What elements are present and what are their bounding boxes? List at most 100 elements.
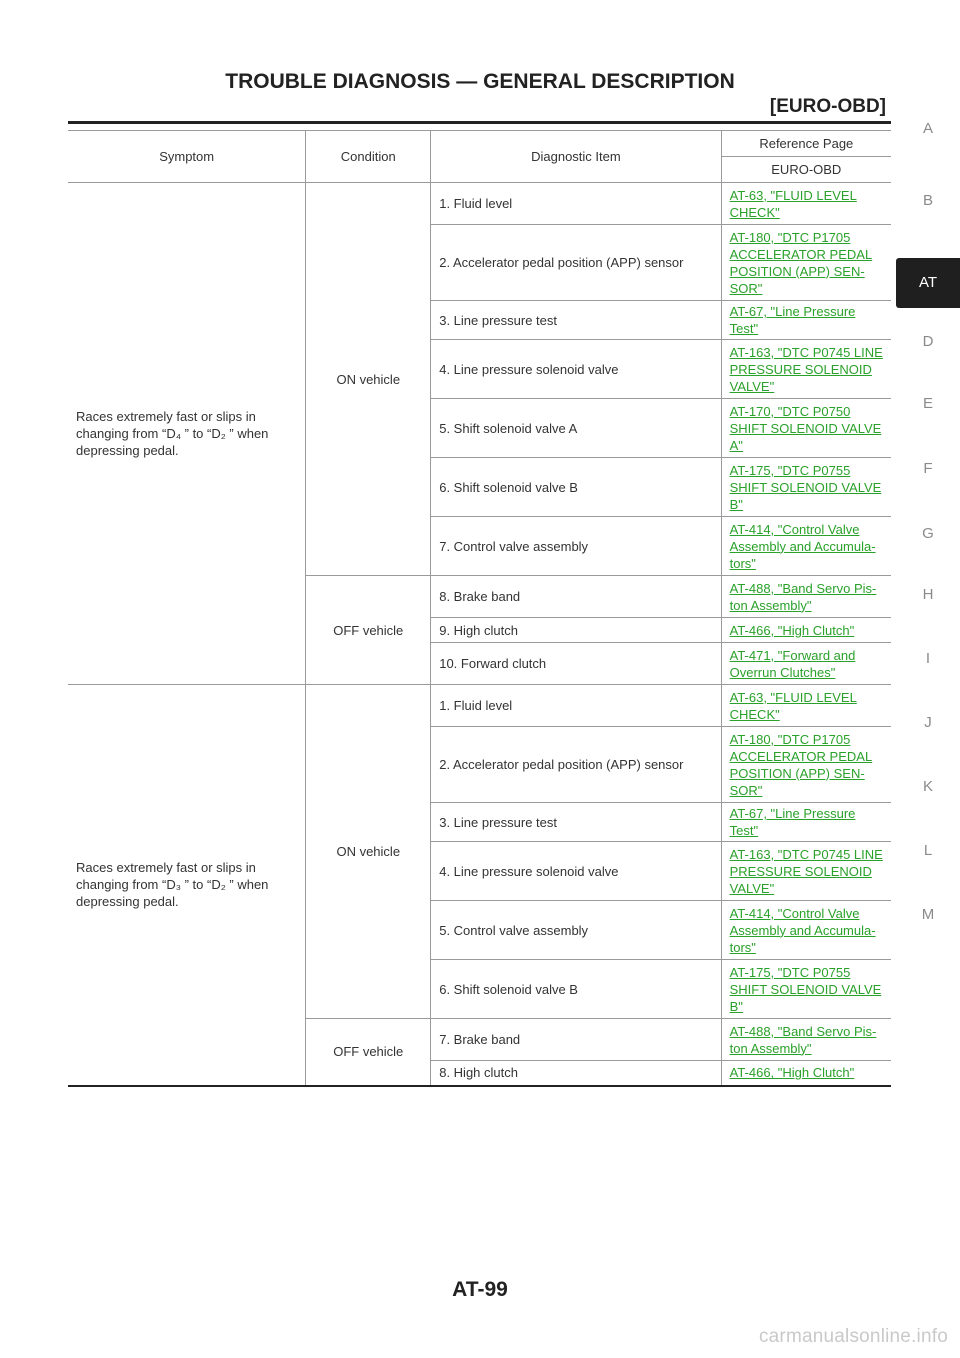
diagnostic-item-cell: 4. Line pressure solenoid valve bbox=[430, 841, 722, 901]
section-tab-l[interactable]: L bbox=[923, 842, 933, 859]
reference-link[interactable]: AT-163, "DTC P0745 LINE bbox=[729, 846, 883, 862]
diagnostic-item-cell: 3. Line pressure test bbox=[430, 802, 722, 842]
reference-link[interactable]: B" bbox=[729, 496, 743, 512]
diagnostic-item-cell: 8. High clutch bbox=[430, 1060, 722, 1086]
reference-link[interactable]: tors" bbox=[729, 555, 756, 571]
reference-link[interactable]: SHIFT SOLENOID VALVE bbox=[729, 420, 882, 436]
reference-link[interactable]: A" bbox=[729, 437, 743, 453]
reference-link[interactable]: tors" bbox=[729, 939, 756, 955]
reference-link[interactable]: SHIFT SOLENOID VALVE bbox=[729, 479, 882, 495]
reference-link[interactable]: AT-414, "Control Valve bbox=[729, 521, 860, 537]
diagnostic-item-cell: 1. Fluid level bbox=[430, 182, 722, 225]
reference-link[interactable]: AT-466, "High Clutch" bbox=[729, 1065, 855, 1081]
reference-link[interactable]: AT-180, "DTC P1705 bbox=[729, 731, 851, 747]
symptom-line: Races extremely fast or slips in bbox=[76, 860, 256, 876]
reference-link[interactable]: Assembly and Accumula- bbox=[729, 922, 876, 938]
symptom-line: changing from “D₄ ” to “D₂ ” when bbox=[76, 426, 269, 441]
reference-link[interactable]: POSITION (APP) SEN- bbox=[729, 263, 865, 279]
reference-cell: AT-67, "Line Pressure Test" bbox=[720, 300, 891, 340]
watermark: carmanualsonline.info bbox=[758, 1326, 948, 1347]
diagnostic-item-cell: 5. Shift solenoid valve A bbox=[430, 398, 722, 458]
reference-link[interactable]: PRESSURE SOLENOID bbox=[729, 361, 872, 377]
diagnostic-item-cell: 1. Fluid level bbox=[430, 684, 722, 727]
reference-cell: AT-414, "Control Valve Assembly and Accum… bbox=[720, 900, 891, 960]
symptom-line: Races extremely fast or slips in bbox=[76, 409, 256, 424]
section-tab-f[interactable]: F bbox=[923, 460, 933, 477]
section-tab-m[interactable]: M bbox=[921, 906, 935, 923]
symptom-line: depressing pedal. bbox=[76, 894, 179, 910]
reference-cell: AT-63, "FLUID LEVEL CHECK" bbox=[720, 182, 891, 225]
reference-link[interactable]: SOR" bbox=[729, 280, 763, 296]
diagnostic-item-cell: 8. Brake band bbox=[430, 575, 722, 618]
reference-link[interactable]: VALVE" bbox=[729, 378, 775, 394]
reference-link[interactable]: AT-175, "DTC P0755 bbox=[729, 964, 851, 980]
section-tab-e[interactable]: E bbox=[922, 395, 933, 412]
reference-link[interactable]: AT-63, "FLUID LEVEL bbox=[729, 187, 857, 203]
reference-link[interactable]: AT-466, "High Clutch" bbox=[729, 622, 855, 638]
reference-cell: AT-63, "FLUID LEVEL CHECK" bbox=[720, 684, 891, 727]
table-row: 5. Control valve assembly AT-414, "Contro… bbox=[68, 900, 891, 960]
table-subheader-row: EURO-OBD bbox=[68, 156, 891, 183]
table-row: 6. Shift solenoid valve B AT-175, "DTC P0… bbox=[68, 959, 891, 1019]
reference-link[interactable]: ton Assembly" bbox=[729, 1040, 812, 1056]
table-row: Races extremely fast or slips in changing… bbox=[68, 684, 891, 1086]
diagnostic-item-cell: 3. Line pressure test bbox=[430, 300, 722, 340]
reference-link[interactable]: AT-488, "Band Servo Pis- bbox=[729, 1023, 877, 1039]
reference-link[interactable]: AT-163, "DTC P0745 LINE bbox=[729, 344, 883, 360]
reference-link[interactable]: AT-471, "Forward and bbox=[729, 647, 856, 663]
reference-link[interactable]: AT-67, "Line Pressure Test" bbox=[729, 806, 856, 838]
reference-link[interactable]: AT-488, "Band Servo Pis- bbox=[729, 580, 877, 596]
reference-link[interactable]: VALVE" bbox=[729, 880, 775, 896]
reference-link[interactable]: AT-414, "Control Valve bbox=[729, 905, 860, 921]
table-row: 2. Accelerator pedal position (APP) sens… bbox=[68, 224, 891, 301]
section-tab-a[interactable]: A bbox=[922, 120, 933, 137]
table-row: 4. Line pressure solenoid valve AT-163, "… bbox=[68, 841, 891, 901]
diagnostic-item-cell: 2. Accelerator pedal position (APP) sens… bbox=[430, 224, 722, 301]
reference-cell: AT-67, "Line Pressure Test" bbox=[720, 802, 891, 842]
condition-cell: OFF vehicle bbox=[305, 575, 432, 685]
table-row: 10. Forward clutch AT-471, "Forward and Ov… bbox=[68, 642, 891, 685]
symptom-line: changing from “D₃ ” to “D₂ ” when bbox=[76, 877, 269, 893]
reference-cell: AT-466, "High Clutch" bbox=[720, 617, 891, 643]
table-row: 4. Line pressure solenoid valve AT-163, "… bbox=[68, 339, 891, 399]
reference-link[interactable]: CHECK" bbox=[729, 204, 780, 220]
page-subtitle: [EURO-OBD] bbox=[769, 96, 886, 117]
reference-link[interactable]: ACCELERATOR PEDAL bbox=[729, 246, 873, 262]
section-tab-d[interactable]: D bbox=[922, 333, 934, 350]
reference-link[interactable]: POSITION (APP) SEN- bbox=[729, 765, 865, 781]
reference-link[interactable]: ton Assembly" bbox=[729, 597, 812, 613]
diagnostic-item-cell: 7. Control valve assembly bbox=[430, 516, 722, 576]
reference-link[interactable]: SOR" bbox=[729, 782, 763, 798]
reference-link[interactable]: AT-63, "FLUID LEVEL bbox=[729, 689, 857, 705]
condition-cell: ON vehicle bbox=[305, 182, 432, 576]
reference-link[interactable]: AT-170, "DTC P0750 bbox=[729, 403, 851, 419]
reference-cell: AT-170, "DTC P0750 SHIFT SOLENOID VALVE A" bbox=[720, 398, 891, 458]
table-row: 8. High clutch AT-466, "High Clutch" bbox=[68, 1060, 891, 1086]
reference-link[interactable]: AT-175, "DTC P0755 bbox=[729, 462, 851, 478]
reference-link[interactable]: B" bbox=[729, 998, 743, 1014]
section-tab-g[interactable]: G bbox=[922, 525, 934, 542]
section-tab-h[interactable]: H bbox=[922, 586, 934, 603]
reference-link[interactable]: SHIFT SOLENOID VALVE bbox=[729, 981, 882, 997]
section-tab-k[interactable]: K bbox=[922, 778, 933, 795]
reference-link[interactable]: Assembly and Accumula- bbox=[729, 538, 876, 554]
header-reference-page: Reference Page bbox=[720, 130, 891, 157]
header-symptom: Symptom bbox=[68, 130, 307, 183]
header-divider bbox=[68, 121, 891, 124]
diagnostic-item-cell: 7. Brake band bbox=[430, 1018, 722, 1061]
section-tab-j[interactable]: J bbox=[924, 714, 932, 731]
table-row: OFF vehicle 7. Brake band AT-488, "Band Se… bbox=[68, 1018, 891, 1086]
reference-link[interactable]: ACCELERATOR PEDAL bbox=[729, 748, 873, 764]
reference-link[interactable]: Overrun Clutches" bbox=[729, 664, 836, 680]
section-tab-at[interactable]: AT bbox=[896, 258, 960, 308]
reference-link[interactable]: AT-180, "DTC P1705 bbox=[729, 229, 851, 245]
reference-cell: AT-163, "DTC P0745 LINE PRESSURE SOLENOID… bbox=[720, 841, 891, 901]
reference-link[interactable]: AT-67, "Line Pressure Test" bbox=[729, 304, 856, 336]
section-tab-i[interactable]: I bbox=[925, 650, 931, 667]
section-tab-b[interactable]: B bbox=[922, 192, 933, 209]
table-row: 6. Shift solenoid valve B AT-175, "DTC P0… bbox=[68, 457, 891, 517]
reference-link[interactable]: CHECK" bbox=[729, 706, 780, 722]
diagnostic-item-cell: 5. Control valve assembly bbox=[430, 900, 722, 960]
reference-link[interactable]: PRESSURE SOLENOID bbox=[729, 863, 872, 879]
page-title: TROUBLE DIAGNOSIS — GENERAL DESCRIPTION bbox=[225, 70, 735, 93]
